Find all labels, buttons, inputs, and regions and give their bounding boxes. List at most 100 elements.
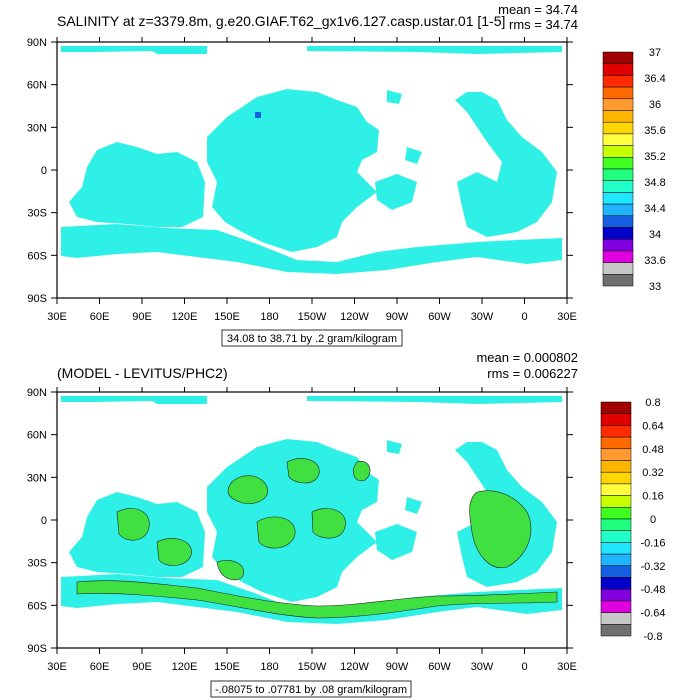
positive-anomaly-region [286,458,320,484]
colorbar-label: -0.48 [640,584,665,596]
panel2-y-ticks: 90N 60N 30N 0 30S 60S 90S [27,387,573,655]
x-tick-label: 0 [521,311,527,323]
panel1-contour-info: 34.08 to 38.71 by .2 gram/kilogram [227,333,397,345]
ocean-field [61,396,562,624]
panel2-contour-box [210,680,412,698]
colorbar-swatch [602,274,634,287]
y-tick-label: 30S [27,558,47,570]
colorbar-swatch [602,192,634,205]
y-tick-label: 60S [27,250,47,262]
panel1-x-ticks: 30E 60E 90E 120E 150E 180 150W 120W 90W 60W 30W 0 30… [47,37,577,323]
colorbar-swatch [602,98,634,111]
x-tick-label: 150W [298,311,327,323]
colorbar-swatch [602,203,634,217]
colorbar-label: 0.48 [642,444,663,456]
x-tick-label: 120W [340,311,369,323]
ocean-region [375,524,417,560]
ocean-region [69,142,205,227]
x-tick-label: 120W [340,661,369,673]
colorbar-label: -0.8 [644,631,663,643]
x-tick-label: 0 [521,661,527,673]
panel1-rms: rms = 34.74 [509,17,578,32]
ocean-region [307,567,327,590]
x-tick-label: 180 [260,661,278,673]
colorbar-swatch [602,157,634,170]
colorbar-label: 36 [649,99,661,111]
colorbar-swatch [602,63,634,76]
ocean-region [455,92,557,237]
x-tick-label: 60W [428,661,451,673]
colorbar-swatch [602,75,634,88]
ocean-region [387,440,402,454]
panel1-y-ticks: 90N 60N 30N 0 30S 60S 90S [27,37,573,305]
x-tick-label: 120E [172,311,198,323]
x-tick-label: 120E [172,661,198,673]
colorbar-swatch [600,436,632,450]
colorbar-label: 36.4 [644,73,665,85]
colorbar-label: 34.4 [644,203,665,215]
positive-anomaly-region [311,508,346,539]
y-tick-label: 60N [27,430,47,442]
colorbar-swatch [602,180,634,193]
y-tick-label: 30N [27,472,47,484]
x-tick-label: 60E [90,661,110,673]
ocean-region [61,396,207,404]
colorbar-label: 0 [650,514,656,526]
colorbar-swatch [600,483,632,496]
colorbar-swatch [600,518,632,531]
colorbar-swatch [602,227,634,240]
panel2-title: (MODEL - LEVITUS/PHC2) [57,365,228,381]
colorbar-label: 35.2 [644,151,665,163]
colorbar-swatch [600,565,632,578]
colorbar-label: 33 [649,281,661,293]
ocean-region [307,46,562,54]
colorbar-label: -0.32 [640,561,665,573]
ocean-region [387,90,402,104]
colorbar-swatch [600,577,632,590]
low-salinity-patch [255,112,261,118]
x-tick-label: 150W [298,661,327,673]
panel2-rms: rms = 0.006227 [487,366,578,381]
panel-salinity: SALINITY at z=3379.8m, g.e20.GIAF.T62_gx… [27,2,666,347]
colorbar-label: 0.16 [642,491,663,503]
colorbar-swatch [602,133,634,146]
colorbar-label: 0.8 [645,397,660,409]
colorbar-swatch [600,471,632,485]
colorbar-swatch [600,507,632,520]
y-tick-label: 0 [41,515,47,527]
colorbar-swatch [600,588,632,602]
colorbar-swatch [602,250,634,263]
colorbar-swatch [602,86,634,100]
x-tick-label: 150E [214,311,240,323]
positive-anomaly-region [227,475,269,504]
ocean-region [405,497,422,514]
x-tick-label: 30E [557,311,577,323]
colorbar-swatch [602,168,634,181]
colorbar-swatch [602,262,634,275]
y-tick-label: 90N [27,387,47,399]
colorbar-label: 35.6 [644,125,665,137]
x-tick-label: 30E [47,661,67,673]
positive-anomaly-region [76,580,558,619]
x-tick-label: 30E [557,661,577,673]
colorbar-swatch [600,460,632,473]
positive-anomaly-region [156,538,192,566]
colorbar-swatch [600,612,632,625]
colorbar-swatch [600,401,632,414]
y-tick-label: 90N [27,37,47,49]
positive-anomaly-region [216,560,244,581]
colorbar-swatch [602,110,634,123]
colorbar-swatch [602,121,634,135]
y-tick-label: 60S [27,600,47,612]
y-tick-label: 60N [27,80,47,92]
colorbar-swatch [600,542,632,555]
x-tick-label: 180 [260,311,278,323]
y-tick-label: 90S [27,293,47,305]
colorbar-label: 34.8 [644,177,665,189]
colorbar-swatch [600,624,632,637]
colorbar-label: 0.32 [642,467,663,479]
positive-anomaly-region [116,508,150,541]
x-tick-label: 60W [428,311,451,323]
ocean-region [61,46,207,54]
